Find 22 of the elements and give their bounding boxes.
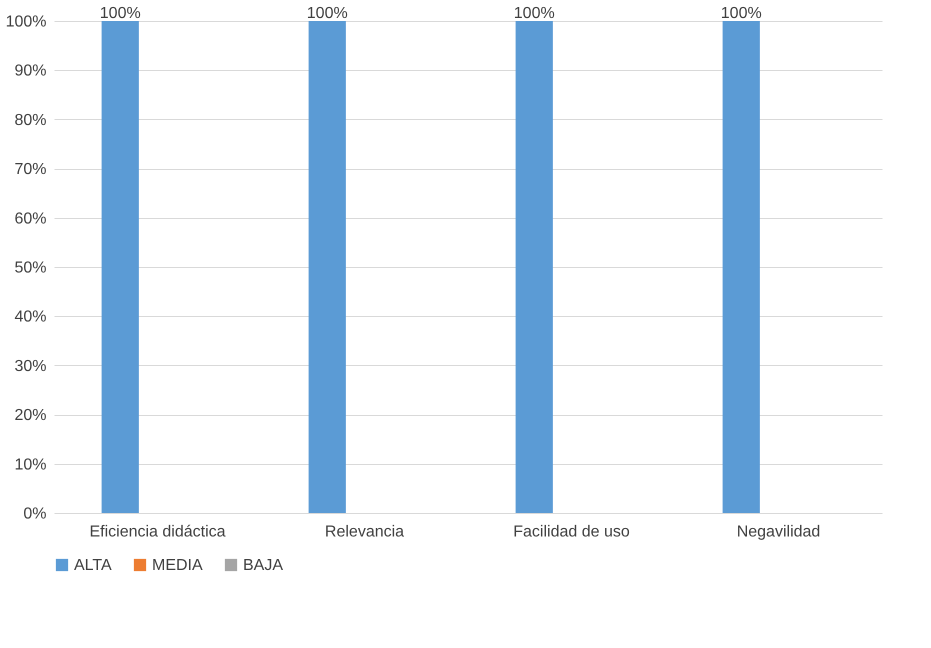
x-tick-label: Negavilidad	[736, 524, 820, 540]
x-tick-label: Eficiencia didáctica	[89, 524, 226, 540]
x-tick-label: Facilidad de uso	[513, 524, 630, 540]
y-tick-label: 10%	[14, 456, 46, 474]
data-label: 100%	[514, 5, 555, 22]
data-label: 100%	[100, 5, 141, 22]
y-tick-label: 40%	[14, 308, 46, 326]
y-tick-label: 60%	[14, 210, 46, 228]
y-tick-label: 30%	[14, 358, 46, 375]
y-tick-label: 20%	[14, 407, 46, 424]
legend-label: BAJA	[243, 557, 284, 574]
y-tick-label: 0%	[23, 506, 46, 522]
y-tick-label: 70%	[14, 161, 46, 178]
data-label: 100%	[720, 5, 762, 22]
y-tick-label: 80%	[14, 112, 46, 129]
y-tick-label: 90%	[14, 62, 46, 80]
legend-label: ALTA	[74, 557, 112, 574]
data-label: 100%	[306, 5, 348, 22]
legend-label: MEDIA	[152, 557, 203, 574]
y-tick-label: 100%	[6, 14, 46, 30]
x-tick-label: Relevancia	[324, 524, 404, 540]
y-tick-label: 50%	[14, 260, 46, 276]
